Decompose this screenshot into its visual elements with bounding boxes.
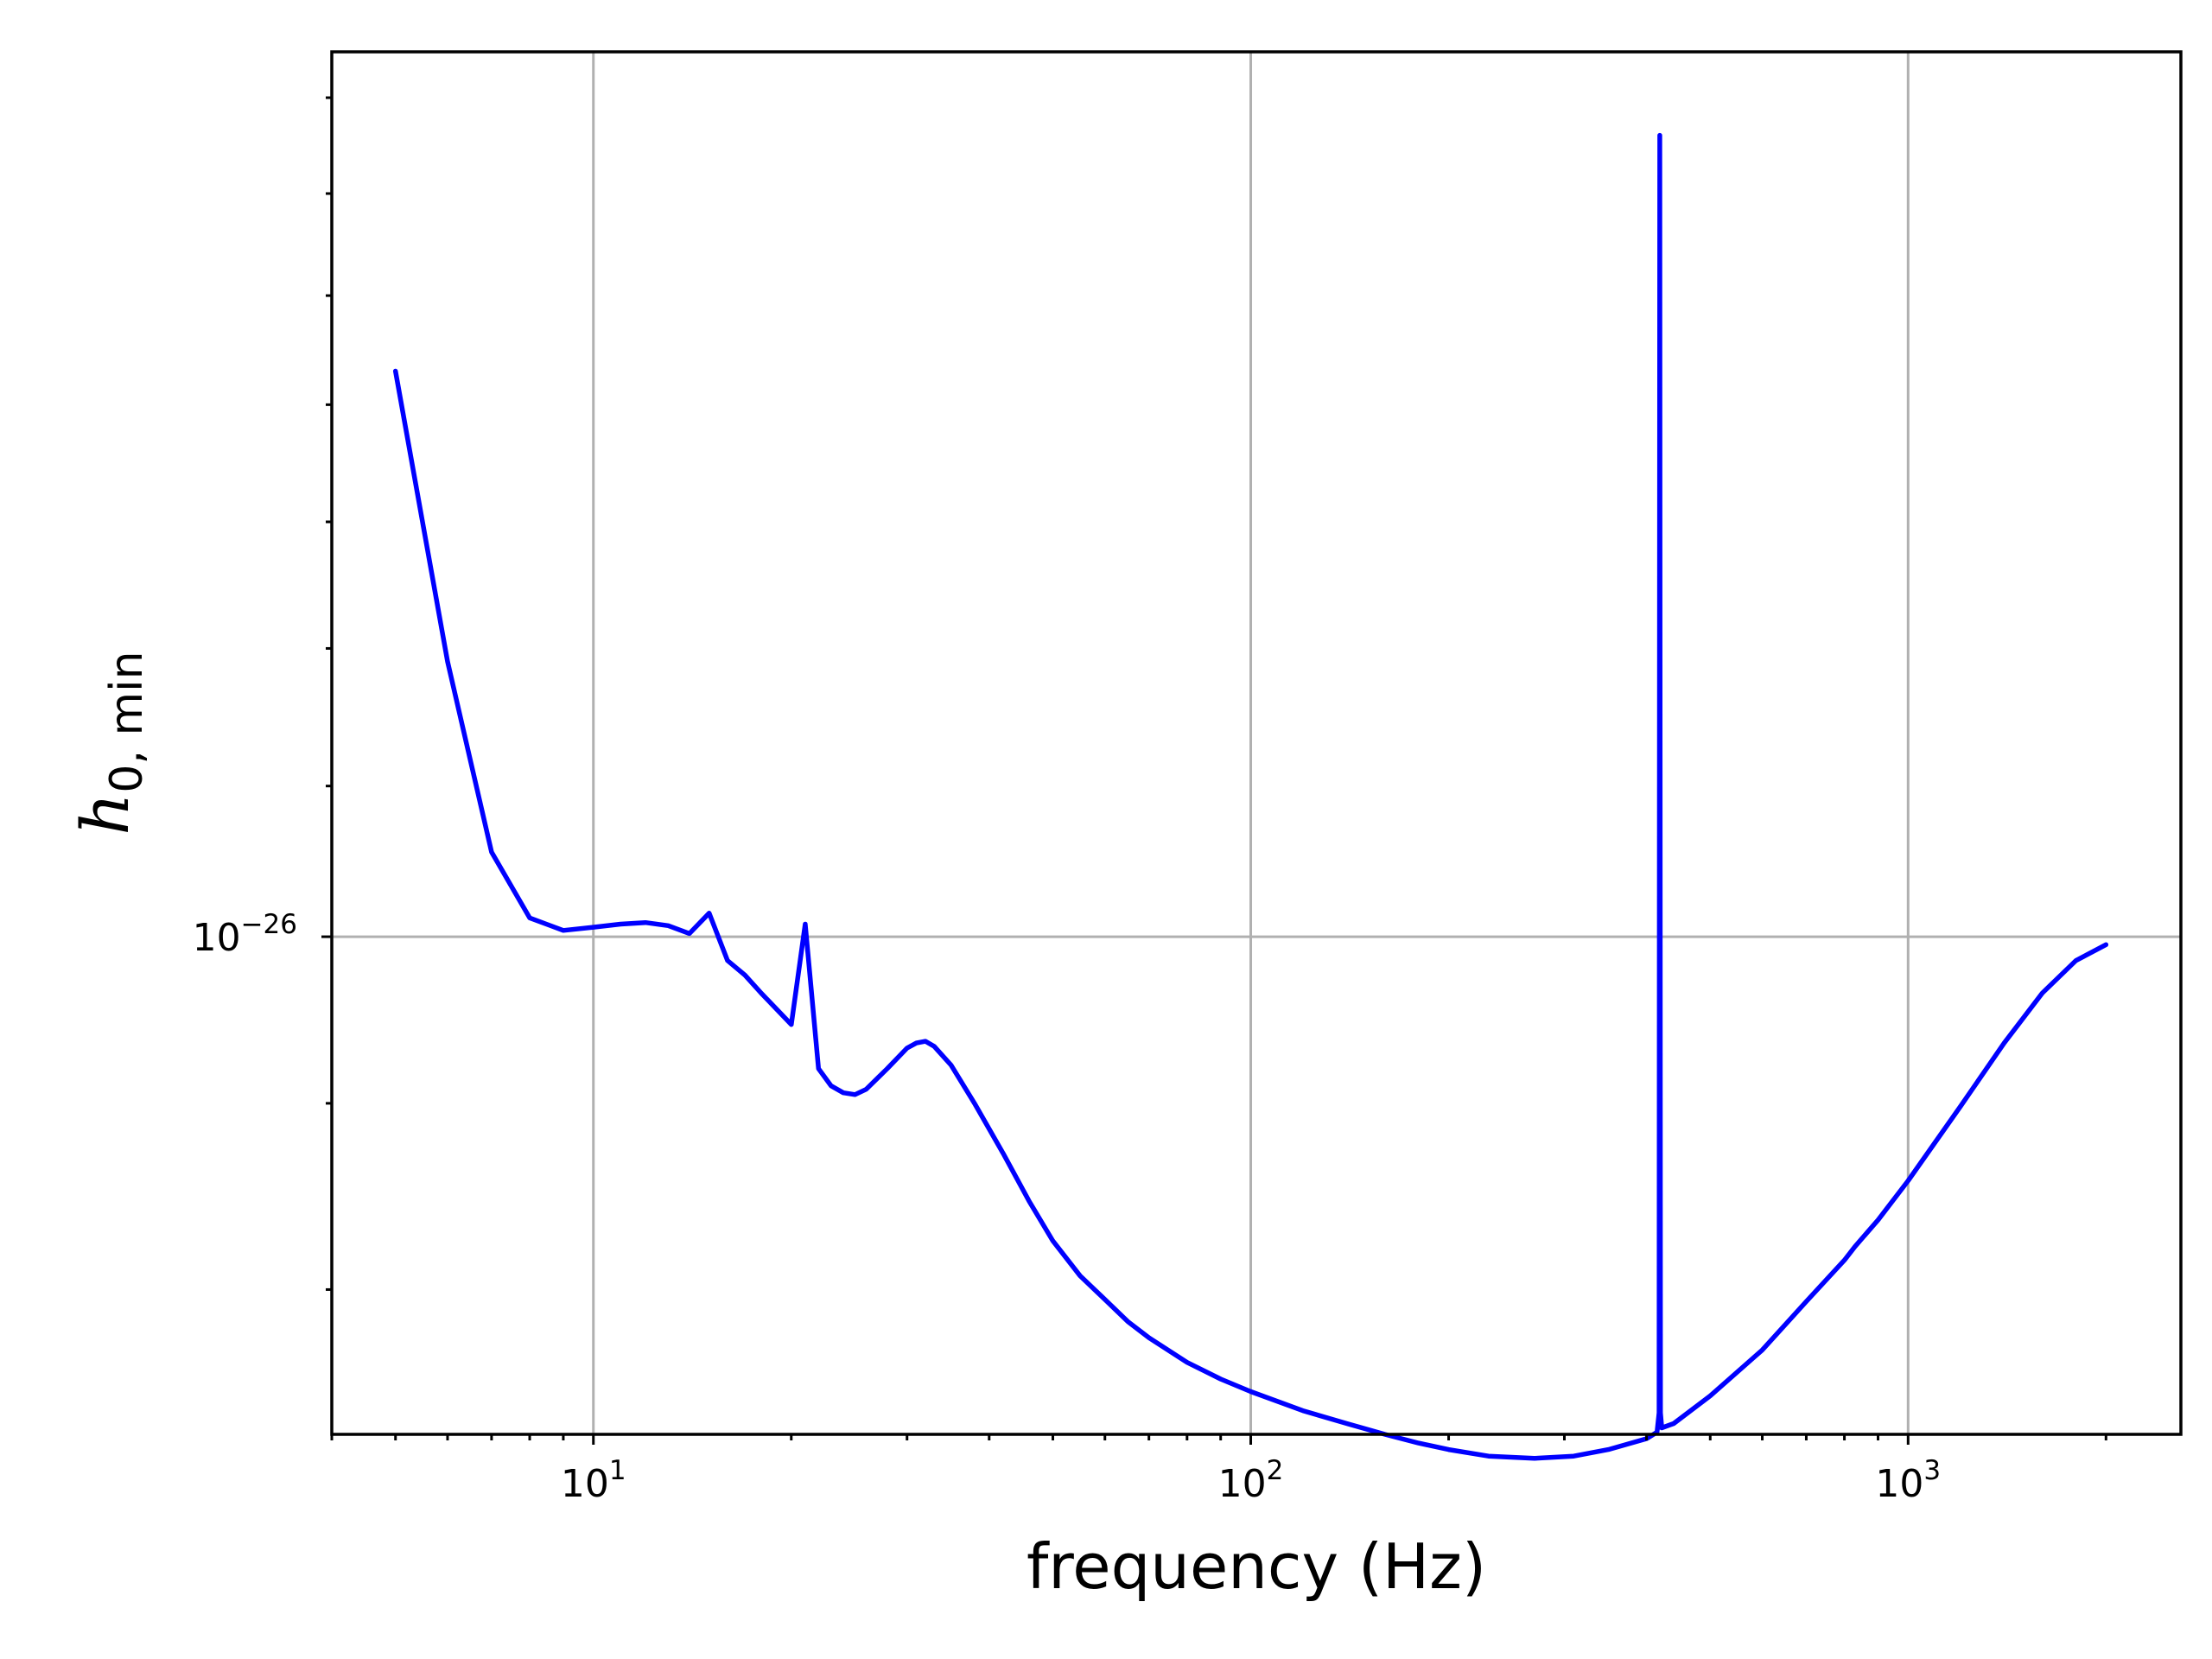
y-axis-label: h0, min [67,651,153,835]
x-tick-label-1: 102 [1218,1455,1284,1506]
series-layer [392,132,2109,1461]
grid-lines [332,52,2181,1434]
plot-frame [330,50,2183,1436]
x-tick-label-0: 101 [561,1455,626,1506]
x-axis-label: frequency (Hz) [1027,1530,1486,1603]
axis-ticks [321,96,2107,1445]
series-line-0 [392,132,2109,1461]
y-tick-label-0: 10−26 [193,909,297,960]
x-tick-label-2: 103 [1875,1455,1941,1506]
y-axis-label-main: h [67,793,143,836]
y-axis-label-sub: 0, min [101,651,153,792]
